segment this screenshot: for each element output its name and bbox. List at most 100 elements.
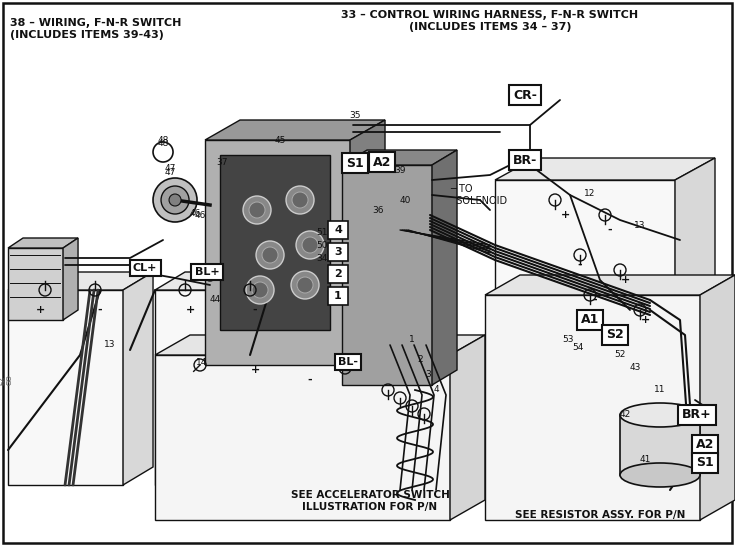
- Text: 54: 54: [573, 343, 584, 353]
- Text: BR+: BR+: [682, 408, 712, 422]
- Text: 3: 3: [425, 371, 431, 379]
- Polygon shape: [155, 335, 485, 355]
- Polygon shape: [155, 272, 300, 290]
- Ellipse shape: [620, 403, 700, 427]
- Bar: [620, 415, 700, 475]
- Circle shape: [297, 277, 313, 293]
- Text: 38 – WIRING, F-N-R SWITCH
(INCLUDES ITEMS 39-43): 38 – WIRING, F-N-R SWITCH (INCLUDES ITEM…: [10, 18, 182, 40]
- Text: 4: 4: [334, 225, 342, 235]
- Polygon shape: [450, 335, 485, 520]
- Text: 1: 1: [409, 335, 415, 345]
- Text: 35: 35: [349, 110, 361, 120]
- Circle shape: [153, 178, 197, 222]
- Circle shape: [296, 231, 324, 259]
- Polygon shape: [342, 165, 432, 385]
- Text: BR-: BR-: [513, 153, 537, 167]
- Circle shape: [161, 186, 189, 214]
- Text: -: -: [98, 305, 102, 315]
- Polygon shape: [350, 120, 385, 365]
- FancyBboxPatch shape: [328, 243, 348, 261]
- Text: SEE RESISTOR ASSY. FOR P/N: SEE RESISTOR ASSY. FOR P/N: [514, 510, 685, 520]
- Text: 47: 47: [165, 164, 176, 173]
- Polygon shape: [495, 158, 715, 180]
- Polygon shape: [123, 272, 153, 485]
- Polygon shape: [8, 290, 123, 485]
- Circle shape: [252, 282, 268, 298]
- Text: EZ
GO: EZ GO: [0, 375, 12, 385]
- Text: 39: 39: [394, 165, 406, 175]
- FancyBboxPatch shape: [328, 265, 348, 283]
- Polygon shape: [342, 150, 457, 165]
- Text: 13: 13: [104, 341, 116, 349]
- Circle shape: [246, 276, 274, 304]
- Text: 43: 43: [629, 364, 641, 372]
- Text: BL+: BL+: [195, 267, 219, 277]
- Text: A2: A2: [696, 438, 714, 452]
- Text: -: -: [608, 225, 612, 235]
- Circle shape: [262, 247, 278, 263]
- Text: +: +: [35, 305, 45, 315]
- Text: 46: 46: [195, 211, 207, 219]
- Text: +: +: [620, 275, 630, 285]
- Text: 12: 12: [584, 188, 595, 198]
- Text: A2: A2: [373, 156, 391, 169]
- Text: -: -: [253, 305, 257, 315]
- Text: S2: S2: [606, 329, 624, 341]
- Text: 44: 44: [209, 295, 220, 305]
- Text: 41: 41: [639, 455, 650, 465]
- Polygon shape: [8, 272, 153, 290]
- Text: 2: 2: [417, 355, 423, 365]
- Text: +: +: [185, 305, 195, 315]
- Text: 37: 37: [216, 157, 228, 167]
- Text: -: -: [578, 260, 582, 270]
- Polygon shape: [220, 155, 330, 330]
- Polygon shape: [270, 272, 300, 485]
- Text: 33 – CONTROL WIRING HARNESS, F-N-R SWITCH
(INCLUDES ITEMS 34 – 37): 33 – CONTROL WIRING HARNESS, F-N-R SWITC…: [342, 10, 639, 32]
- Polygon shape: [8, 248, 63, 320]
- Circle shape: [249, 202, 265, 218]
- Text: 52: 52: [614, 351, 625, 359]
- Text: 46: 46: [190, 209, 201, 217]
- Text: S1: S1: [346, 157, 364, 169]
- Circle shape: [256, 241, 284, 269]
- Text: 11: 11: [654, 385, 666, 395]
- Text: 40: 40: [399, 195, 411, 205]
- Circle shape: [291, 271, 319, 299]
- Text: 42: 42: [620, 411, 631, 419]
- Circle shape: [169, 194, 181, 206]
- Text: 14: 14: [196, 359, 208, 367]
- Polygon shape: [485, 275, 735, 295]
- Text: 2: 2: [334, 269, 342, 279]
- Text: +: +: [560, 210, 570, 220]
- Ellipse shape: [620, 463, 700, 487]
- Text: CR-: CR-: [513, 88, 537, 102]
- Text: -: -: [308, 375, 312, 385]
- Polygon shape: [63, 238, 78, 320]
- Text: 4: 4: [433, 385, 439, 395]
- Polygon shape: [155, 355, 450, 520]
- Text: 51: 51: [317, 228, 328, 236]
- Polygon shape: [432, 150, 457, 385]
- Text: 36: 36: [372, 205, 384, 215]
- Text: A1: A1: [581, 313, 599, 327]
- Text: 34: 34: [317, 253, 328, 263]
- Text: 45: 45: [274, 135, 286, 145]
- Polygon shape: [495, 180, 675, 355]
- Polygon shape: [8, 238, 78, 248]
- Circle shape: [286, 186, 314, 214]
- Text: SEE ACCELERATOR SWITCH
ILLUSTRATION FOR P/N: SEE ACCELERATOR SWITCH ILLUSTRATION FOR …: [290, 490, 450, 512]
- Text: 53: 53: [562, 335, 574, 345]
- Polygon shape: [700, 275, 735, 520]
- Text: 48: 48: [157, 136, 169, 145]
- Text: BL-: BL-: [338, 357, 358, 367]
- FancyBboxPatch shape: [328, 287, 348, 305]
- Text: 50: 50: [317, 240, 328, 250]
- FancyBboxPatch shape: [328, 221, 348, 239]
- Text: 48: 48: [157, 139, 169, 147]
- Text: CL+: CL+: [133, 263, 157, 273]
- Circle shape: [243, 196, 271, 224]
- Text: -: -: [592, 295, 598, 305]
- Text: S1: S1: [696, 456, 714, 470]
- Text: ─ TO
  SOLENOID: ─ TO SOLENOID: [450, 184, 507, 206]
- Polygon shape: [485, 295, 700, 520]
